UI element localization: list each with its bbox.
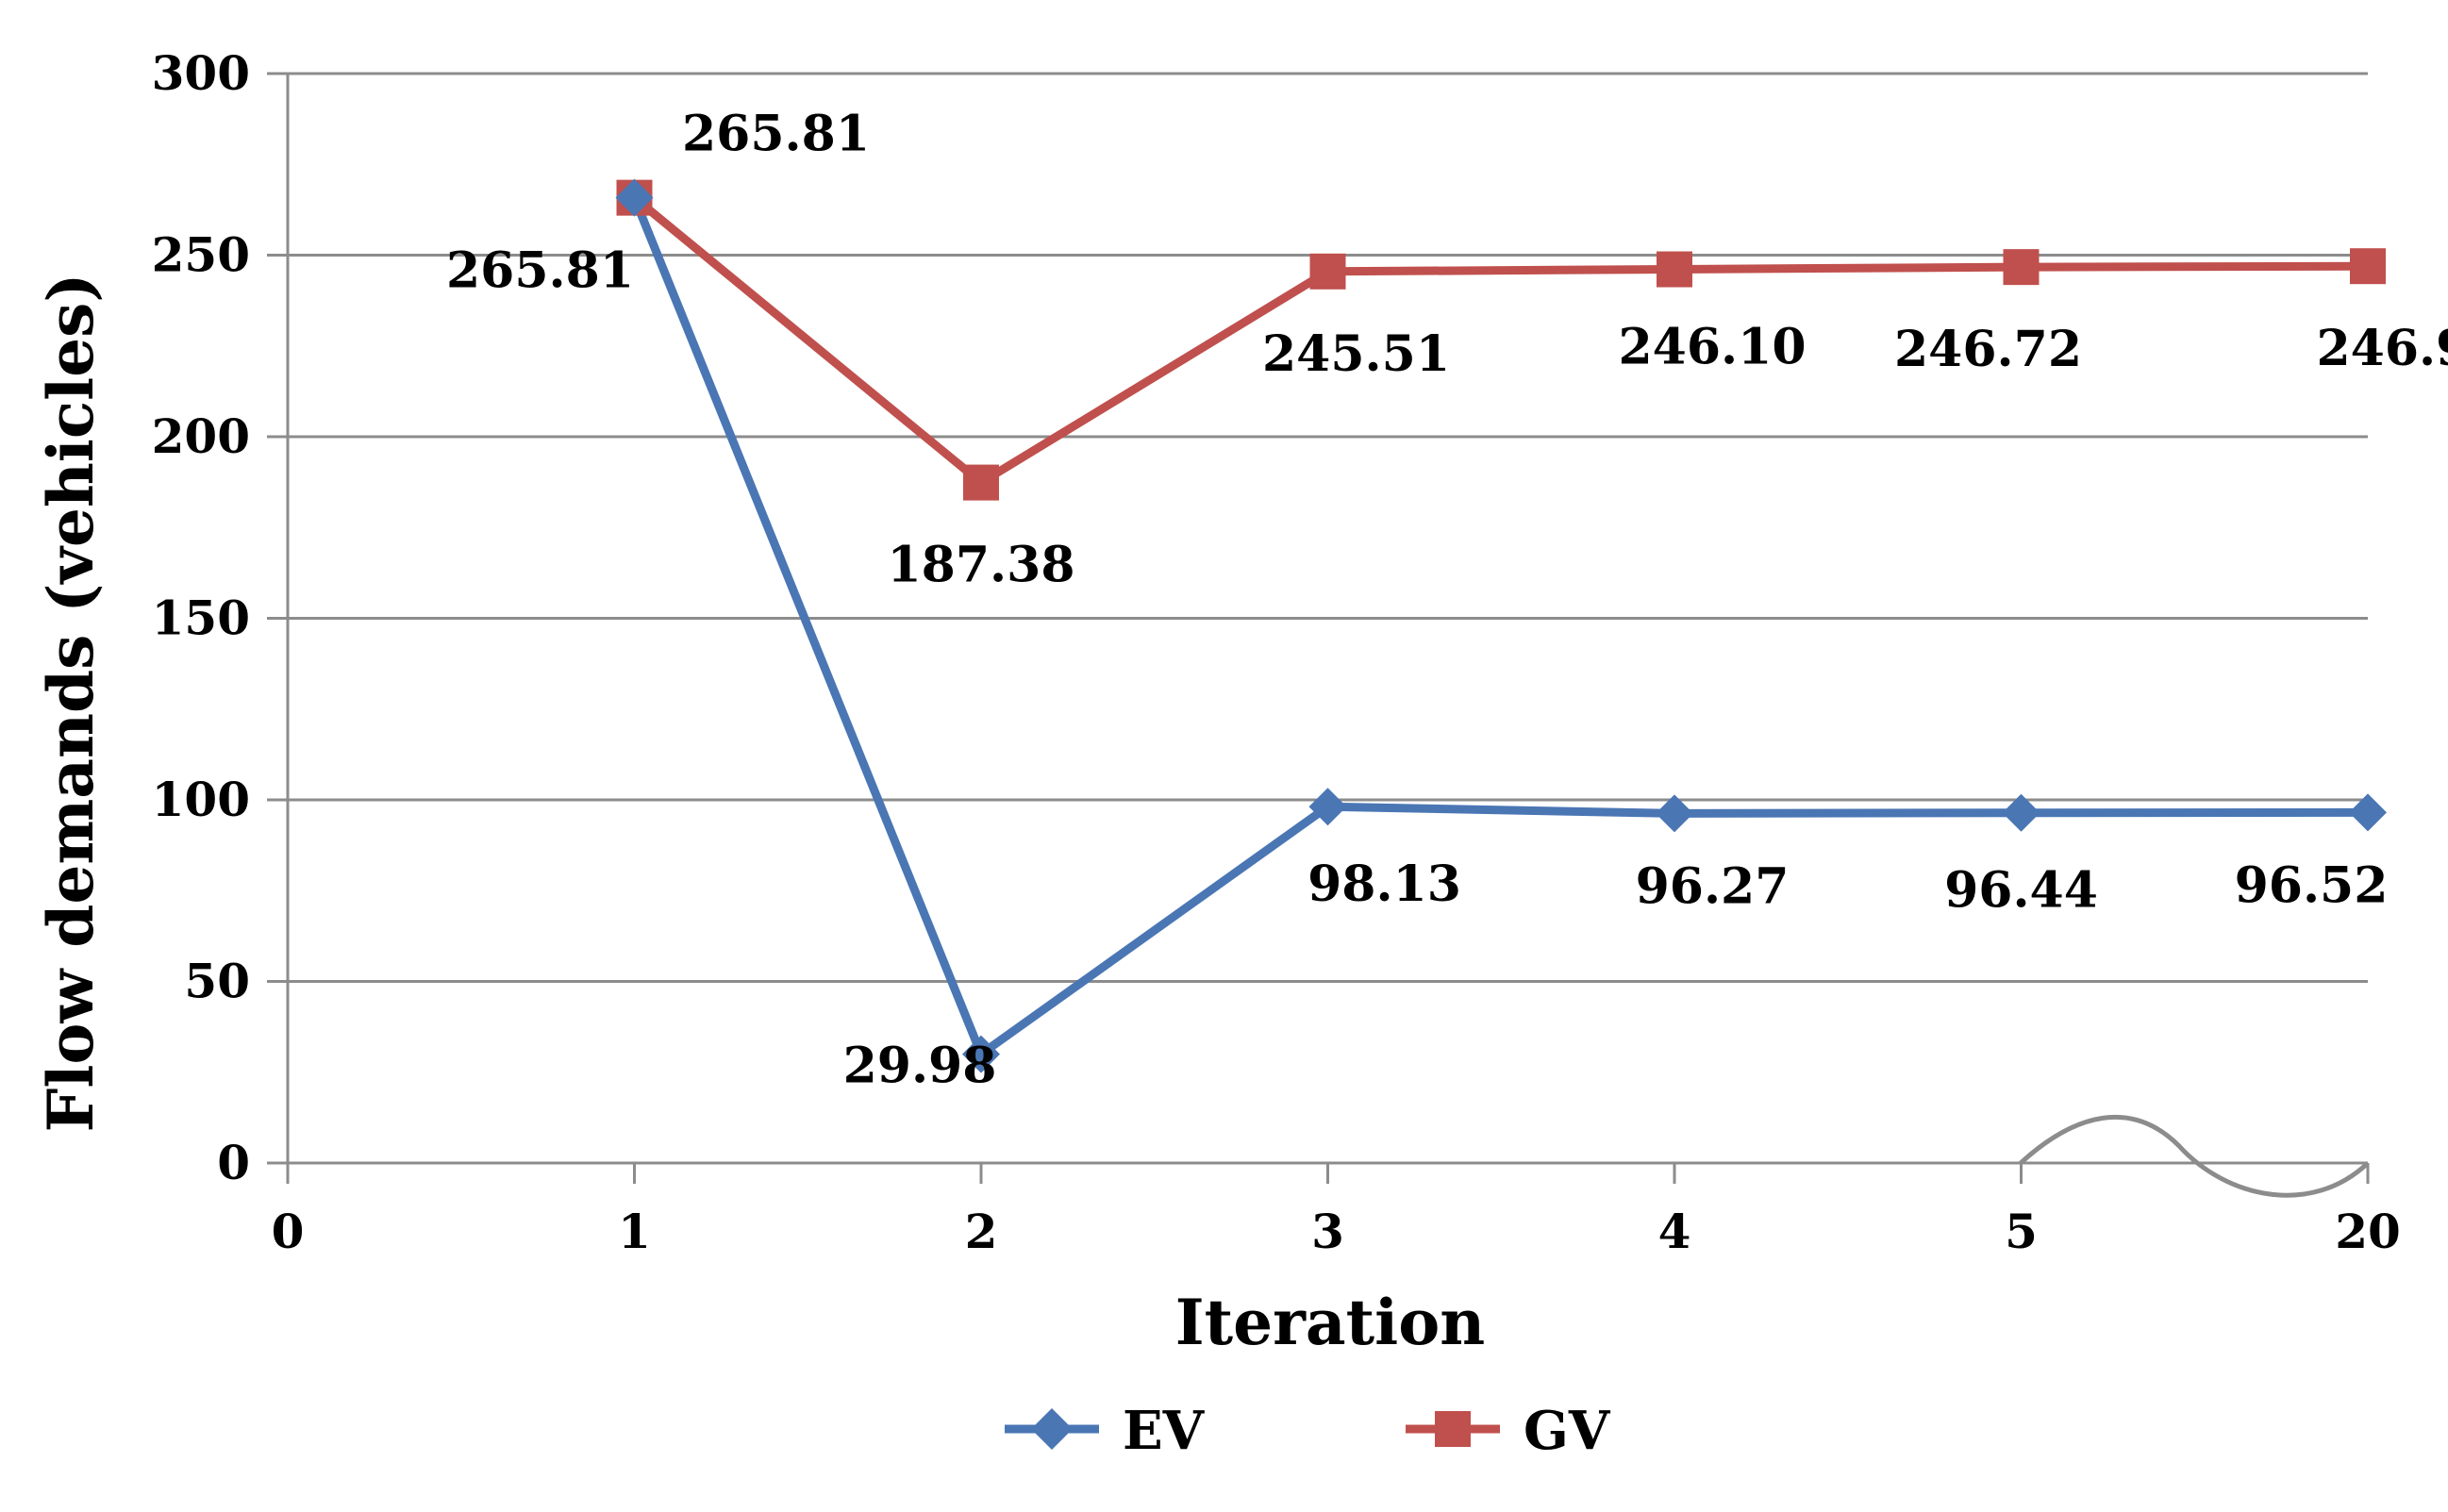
- marker-ev-20: [2349, 793, 2387, 832]
- gridlines: [288, 72, 2368, 983]
- y-tick-label-100: 100: [152, 772, 250, 827]
- data-label-gv-1: 265.81: [446, 242, 634, 300]
- marker-gv-4: [1657, 251, 1692, 288]
- legend: EV GV: [1005, 1400, 1611, 1462]
- series-gv-line: [631, 194, 2369, 488]
- marker-gv-20: [2350, 248, 2386, 285]
- legend-ev-diamond-icon: [1031, 1408, 1073, 1450]
- data-label-gv-2: 187.38: [887, 537, 1074, 594]
- x-tick-labels: 0 1 2 3 4 5 20: [272, 1204, 2401, 1259]
- data-label-ev-3: 98.13: [1307, 856, 1461, 913]
- legend-item-ev[interactable]: EV: [1005, 1400, 1206, 1462]
- data-label-ev-4: 96.27: [1636, 857, 1790, 915]
- data-label-ev-2: 29.98: [843, 1038, 997, 1095]
- data-label-gv-4: 246.10: [1618, 319, 1806, 376]
- y-tick-label-250: 250: [152, 227, 250, 283]
- marker-gv-3: [1309, 253, 1346, 290]
- y-tick-label-150: 150: [152, 590, 250, 646]
- series-ev-line: [630, 195, 2369, 1059]
- data-label-ev-1: 265.81: [682, 106, 870, 163]
- x-axis-title: Iteration: [1175, 1286, 1485, 1359]
- marker-ev-1: [615, 178, 654, 217]
- marker-ev-5: [2002, 793, 2040, 832]
- data-labels: 265.81 187.38 245.51 246.10 246.72 246.96 29.9…: [446, 106, 2448, 1095]
- legend-gv-label: GV: [1524, 1400, 1611, 1462]
- axes: [267, 72, 2370, 1184]
- x-tick-label-3: 3: [1311, 1204, 1344, 1259]
- y-tick-label-50: 50: [184, 954, 250, 1009]
- x-tick-label-0: 0: [272, 1204, 305, 1259]
- y-tick-label-200: 200: [152, 408, 250, 464]
- legend-item-gv[interactable]: GV: [1406, 1400, 1611, 1462]
- marker-ev-2: [962, 1035, 1000, 1073]
- data-label-gv-3: 245.51: [1262, 325, 1450, 383]
- x-tick-label-20: 20: [2335, 1204, 2401, 1259]
- data-label-gv-20: 246.96: [2316, 320, 2448, 377]
- x-tick-label-5: 5: [2005, 1204, 2038, 1259]
- data-label-ev-20: 96.52: [2235, 856, 2389, 914]
- series-lines: [630, 194, 2369, 1059]
- x-tick-label-4: 4: [1658, 1204, 1691, 1259]
- marker-ev-4: [1656, 794, 1693, 833]
- marker-ev-3: [1308, 788, 1347, 826]
- y-tick-labels: 0 50 100 150 200 250 300: [152, 45, 250, 1190]
- series-markers: [615, 178, 2387, 1073]
- legend-ev-label: EV: [1123, 1400, 1206, 1462]
- y-tick-label-300: 300: [152, 45, 250, 101]
- marker-gv-2: [963, 464, 999, 501]
- y-axis-title: Flow demands (vehicles): [34, 273, 108, 1132]
- legend-gv-square-icon: [1435, 1411, 1471, 1447]
- x-tick-label-2: 2: [965, 1204, 998, 1259]
- axis-break-squiggle: [2019, 1114, 2370, 1198]
- data-label-ev-5: 96.44: [1944, 862, 2098, 920]
- marker-gv-5: [2003, 249, 2040, 286]
- data-label-gv-5: 246.72: [1894, 321, 2082, 378]
- x-tick-label-1: 1: [618, 1204, 651, 1259]
- y-tick-label-0: 0: [217, 1135, 250, 1190]
